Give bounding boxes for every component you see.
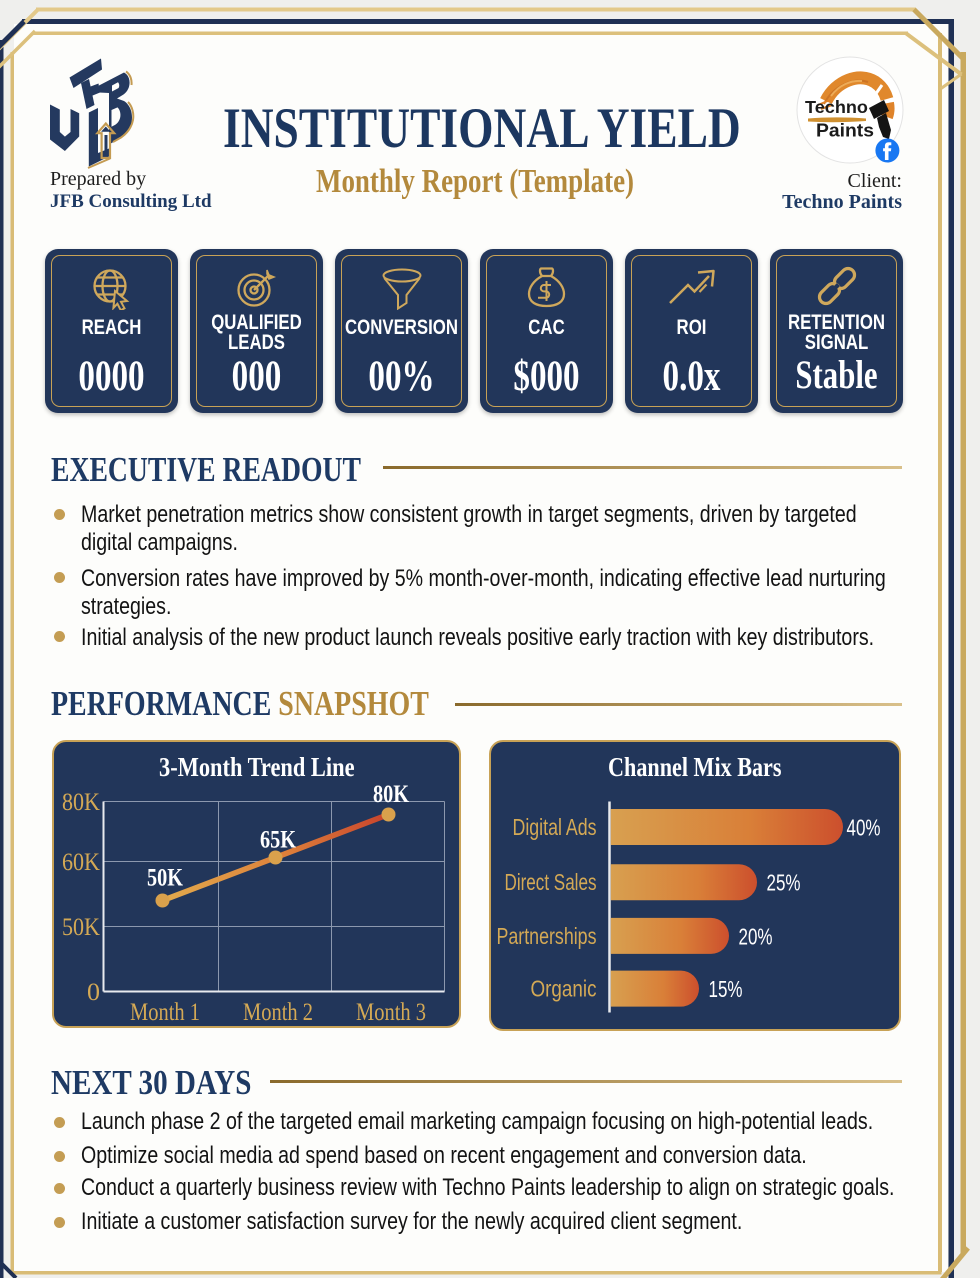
svg-text:50K: 50K — [62, 914, 100, 941]
svg-text:Partnerships: Partnerships — [497, 923, 597, 949]
svg-text:Techno: Techno — [805, 97, 868, 117]
svg-text:50K: 50K — [147, 865, 183, 892]
svg-text:40%: 40% — [847, 814, 881, 840]
svg-text:Month 3: Month 3 — [356, 999, 426, 1026]
svg-text:65K: 65K — [260, 827, 296, 854]
svg-text:25%: 25% — [767, 870, 801, 896]
svg-text:Direct Sales: Direct Sales — [505, 869, 597, 895]
svg-text:60K: 60K — [62, 849, 100, 876]
svg-text:80K: 80K — [373, 781, 409, 808]
svg-text:Paints: Paints — [816, 121, 874, 141]
svg-text:15%: 15% — [709, 976, 743, 1002]
svg-text:20%: 20% — [739, 923, 773, 949]
svg-text:Organic: Organic — [531, 976, 597, 1002]
svg-text:Month 2: Month 2 — [243, 999, 313, 1026]
svg-text:80K: 80K — [62, 789, 100, 816]
svg-text:Month 1: Month 1 — [130, 999, 200, 1026]
svg-text:0: 0 — [87, 979, 100, 1006]
svg-text:Digital Ads: Digital Ads — [513, 814, 597, 840]
